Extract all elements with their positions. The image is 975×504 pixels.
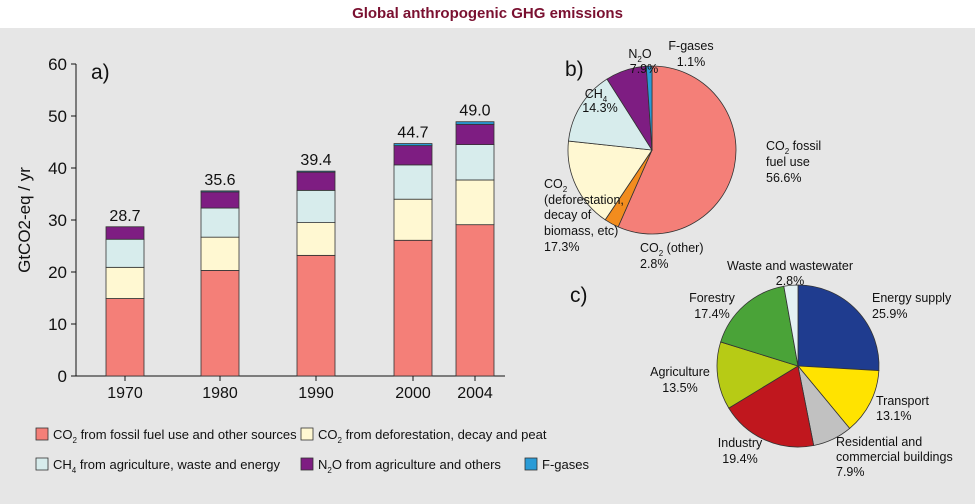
legend-swatch (301, 428, 313, 440)
bar-segment (201, 191, 239, 192)
bar-segment (106, 227, 144, 239)
pie-c-label: commercial buildings (836, 450, 953, 464)
bar-segment (394, 146, 432, 165)
legend-entry: CH4 from agriculture, waste and energy (53, 457, 281, 475)
bar-segment (201, 237, 239, 270)
pie-c-slice (798, 285, 879, 371)
legend-swatch (301, 458, 313, 470)
x-tick-label: 1990 (298, 385, 334, 402)
bar-segment (394, 165, 432, 199)
bar-segment (201, 192, 239, 208)
bar-segment (297, 223, 335, 256)
pie-b-label: CO2 (544, 177, 568, 194)
pie-c-pct: 2.8% (776, 274, 805, 288)
legend-entry: CO2 from deforestation, decay and peat (318, 427, 547, 445)
pie-c-label: Energy supply (872, 291, 952, 305)
bar-segment (201, 208, 239, 237)
y-tick-label: 40 (48, 159, 67, 178)
y-tick-label: 60 (48, 55, 67, 74)
bar-total-label: 35.6 (204, 172, 235, 189)
legend-entry: N2O from agriculture and others (318, 457, 501, 475)
bar-total-label: 49.0 (459, 103, 490, 120)
panel-label-a: a) (91, 61, 110, 84)
pie-c-pct: 19.4% (722, 452, 757, 466)
bar-segment (297, 255, 335, 376)
bar-segment (106, 299, 144, 376)
y-tick-label: 20 (48, 263, 67, 282)
pie-b-pct: 17.3% (544, 240, 579, 254)
pie-c-label: Agriculture (650, 365, 710, 379)
bar-segment (456, 124, 494, 144)
panel-label-b: b) (565, 58, 584, 81)
pie-b-label: fuel use (766, 155, 810, 169)
x-tick-label: 2004 (457, 385, 493, 402)
bar-segment (394, 144, 432, 146)
pie-b-pct: 2.8% (640, 257, 669, 271)
bar-segment (297, 172, 335, 190)
pie-c-pct: 17.4% (694, 307, 729, 321)
legend-entry: F-gases (542, 457, 589, 472)
bar-segment (456, 145, 494, 180)
pie-b-label: CO2 (other) (640, 241, 704, 258)
pie-c-pct: 13.5% (662, 381, 697, 395)
bar-segment (297, 190, 335, 222)
bar-total-label: 39.4 (300, 152, 331, 169)
legend-swatch (525, 458, 537, 470)
bar-total-label: 44.7 (397, 125, 428, 142)
x-tick-label: 2000 (395, 385, 431, 402)
legend-swatch (36, 428, 48, 440)
y-axis-label: GtCO2-eq / yr (15, 167, 34, 273)
pie-b-pct: 14.3% (582, 101, 617, 115)
x-tick-label: 1980 (202, 385, 238, 402)
bar-segment (106, 267, 144, 298)
y-tick-label: 50 (48, 107, 67, 126)
bar-segment (201, 270, 239, 376)
pie-b-pct: 56.6% (766, 171, 801, 185)
bar-segment (394, 199, 432, 240)
x-tick-label: 1970 (107, 385, 143, 402)
bar-segment (456, 180, 494, 225)
pie-b-label: decay of (544, 208, 592, 222)
bar-total-label: 28.7 (109, 208, 140, 225)
y-tick-label: 30 (48, 211, 67, 230)
pie-b-label: F-gases (668, 39, 713, 53)
pie-c-pct: 25.9% (872, 307, 907, 321)
pie-c-label: Forestry (689, 291, 736, 305)
y-tick-label: 0 (58, 367, 67, 386)
pie-c-label: Waste and wastewater (727, 259, 853, 273)
legend-swatch (36, 458, 48, 470)
pie-c-label: Industry (718, 436, 763, 450)
pie-c-label: Residential and (836, 435, 922, 449)
y-tick-label: 10 (48, 315, 67, 334)
legend-entry: CO2 from fossil fuel use and other sourc… (53, 427, 297, 445)
pie-c-pct: 13.1% (876, 409, 911, 423)
bar-segment (456, 225, 494, 376)
pie-b-label: (deforestation, (544, 193, 624, 207)
bar-segment (394, 240, 432, 376)
bar-segment (297, 171, 335, 172)
bar-segment (106, 239, 144, 267)
pie-b-label: CO2 fossil (766, 139, 821, 156)
pie-b-pct: 1.1% (677, 55, 706, 69)
bar-segment (456, 122, 494, 125)
panel-label-c: c) (570, 284, 588, 307)
pie-c-pct: 7.9% (836, 465, 865, 479)
pie-b-label: biomass, etc) (544, 224, 618, 238)
pie-b-pct: 7.9% (630, 62, 659, 76)
pie-c-label: Transport (876, 394, 930, 408)
